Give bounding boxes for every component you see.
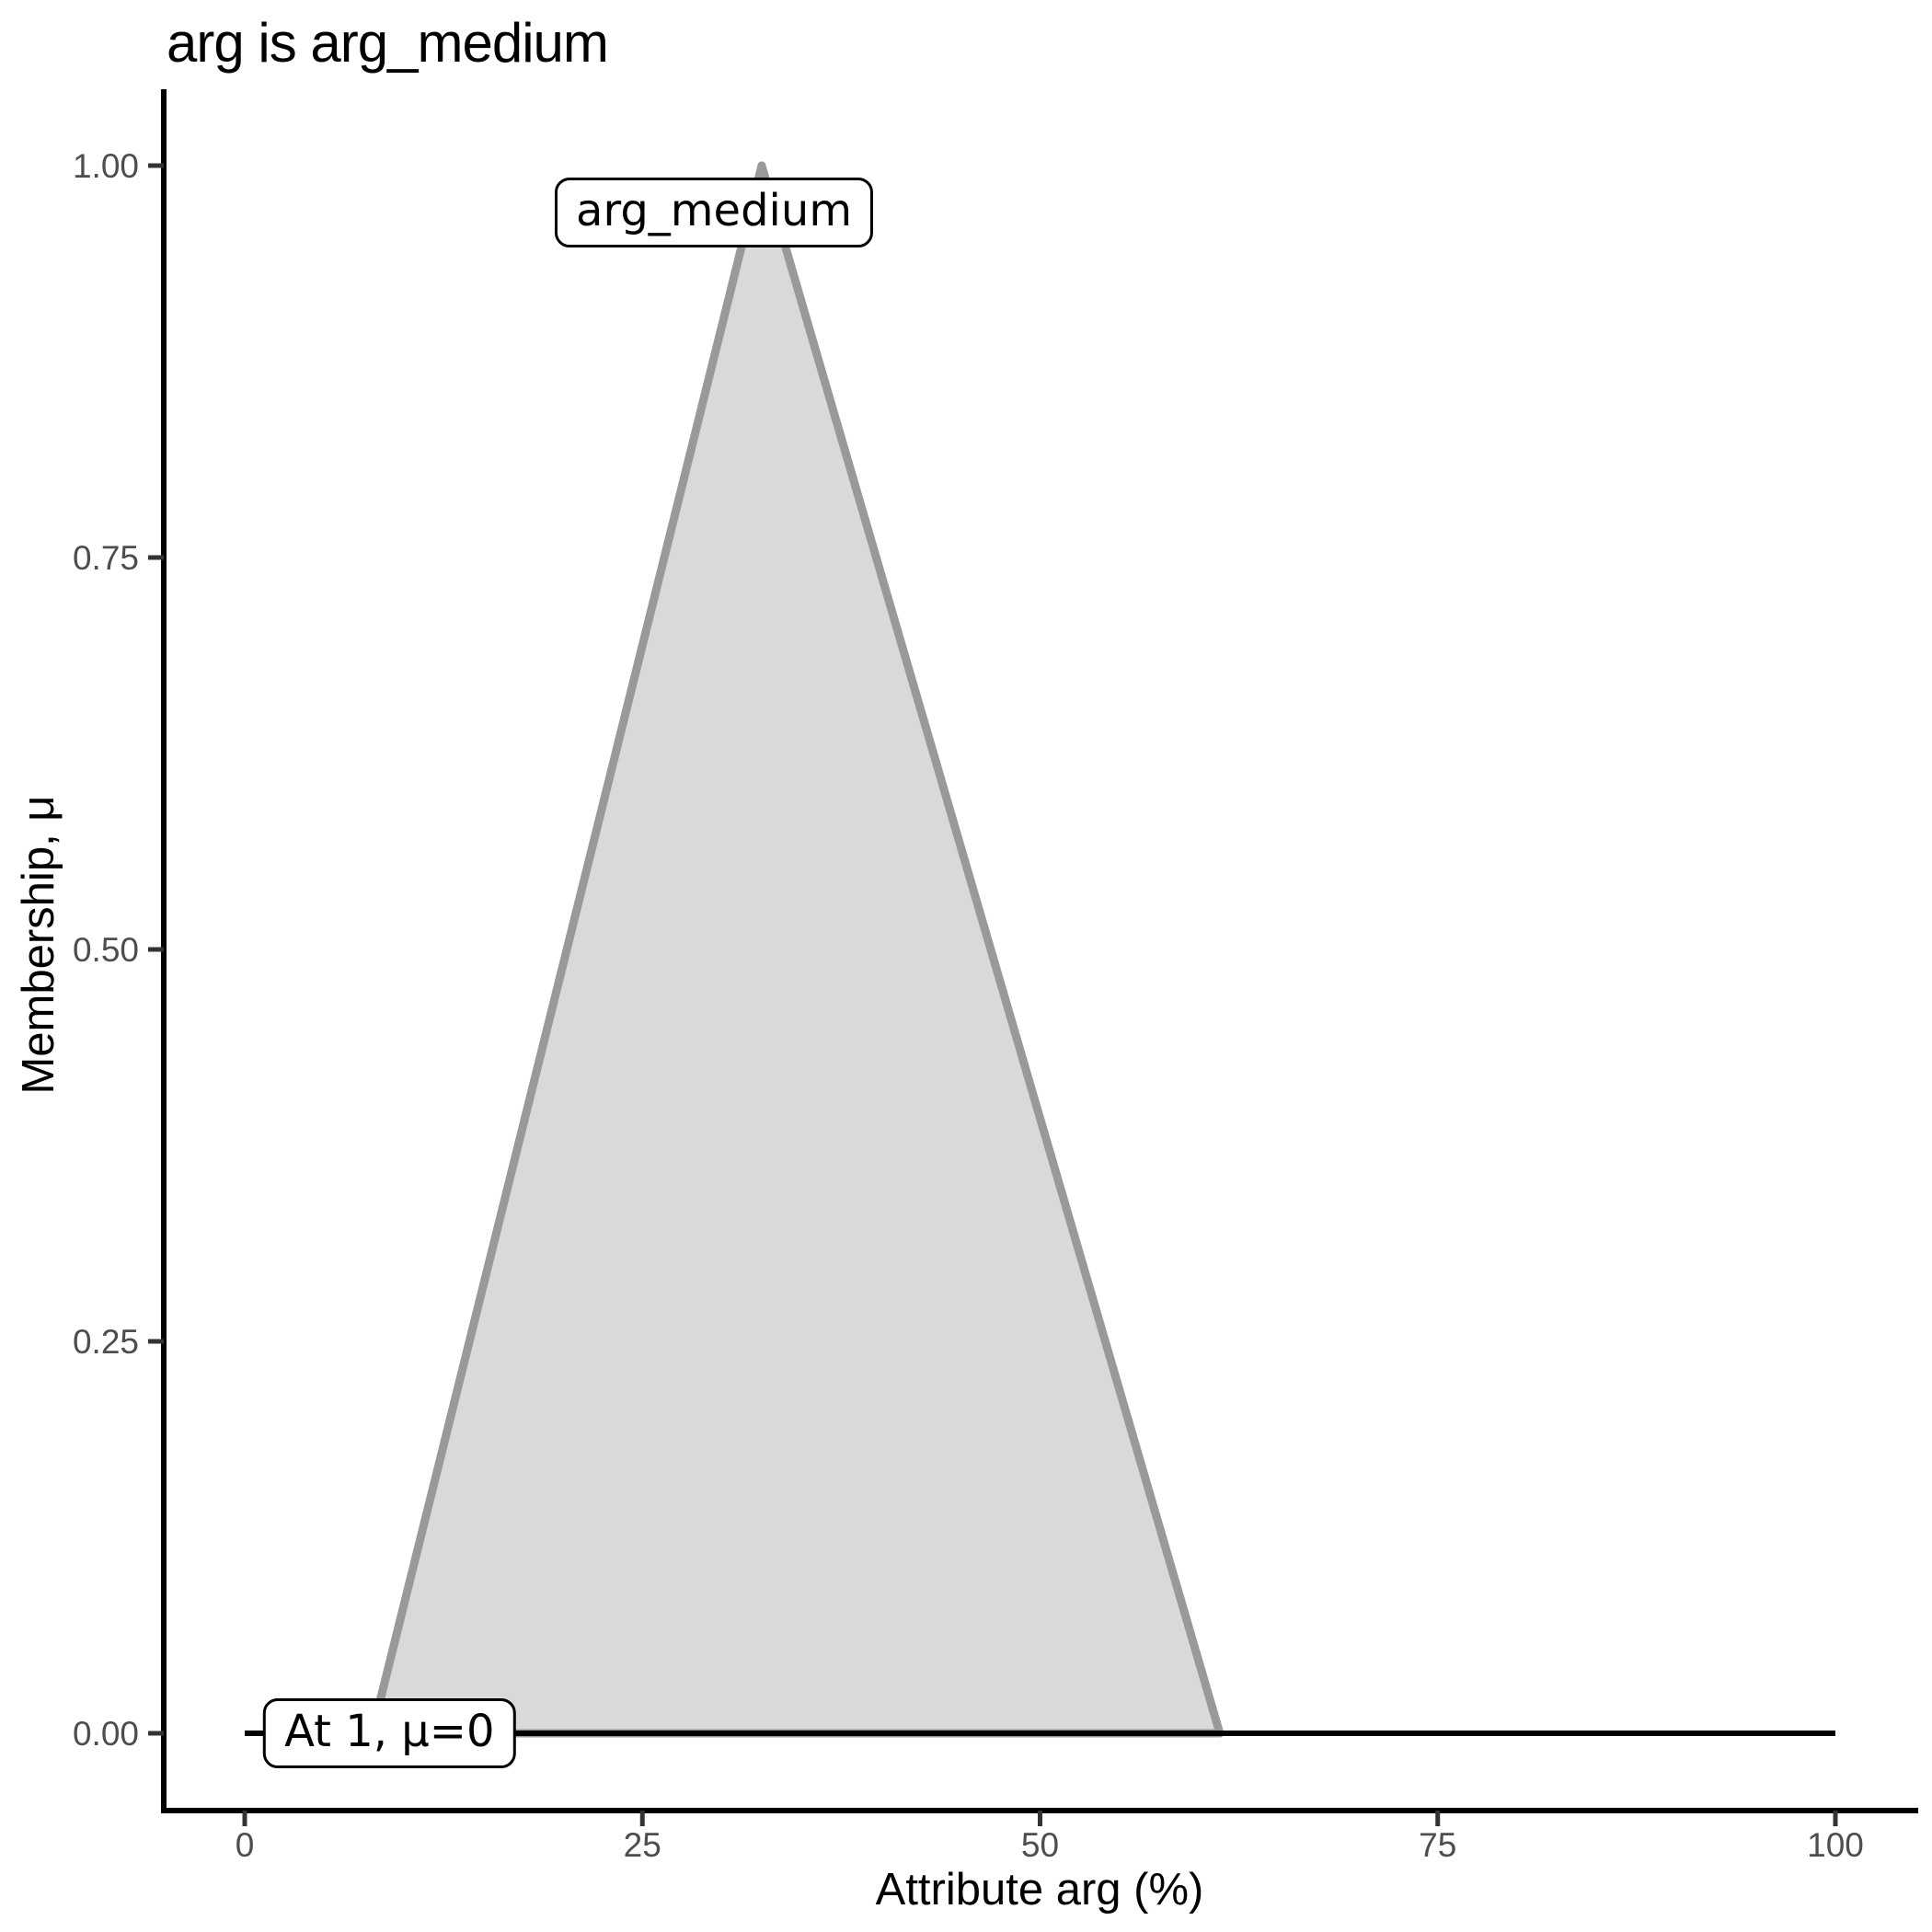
x-tick-label: 75 <box>1419 1826 1456 1864</box>
x-axis-title: Attribute arg (%) <box>875 1865 1204 1915</box>
chart-title: arg is arg_medium <box>167 12 609 74</box>
membership-curve-arg_medium <box>367 161 1225 1738</box>
x-tick-label: 100 <box>1807 1826 1864 1864</box>
y-axis-title: Membership, μ <box>14 795 63 1095</box>
y-tick-label: 1.00 <box>73 147 139 185</box>
x-tick-label: 0 <box>236 1826 255 1864</box>
y-tick-label: 0.00 <box>73 1715 139 1753</box>
y-tick-label: 0.75 <box>73 539 139 577</box>
x-tick-label: 25 <box>624 1826 661 1864</box>
annotation-arg-medium-label: arg_medium <box>555 178 874 248</box>
y-tick-label: 0.25 <box>73 1323 139 1361</box>
annotation-at-1-mu-0-label: At 1, μ=0 <box>263 1698 516 1768</box>
x-tick-label: 50 <box>1021 1826 1059 1864</box>
y-tick-label: 0.50 <box>73 931 139 969</box>
